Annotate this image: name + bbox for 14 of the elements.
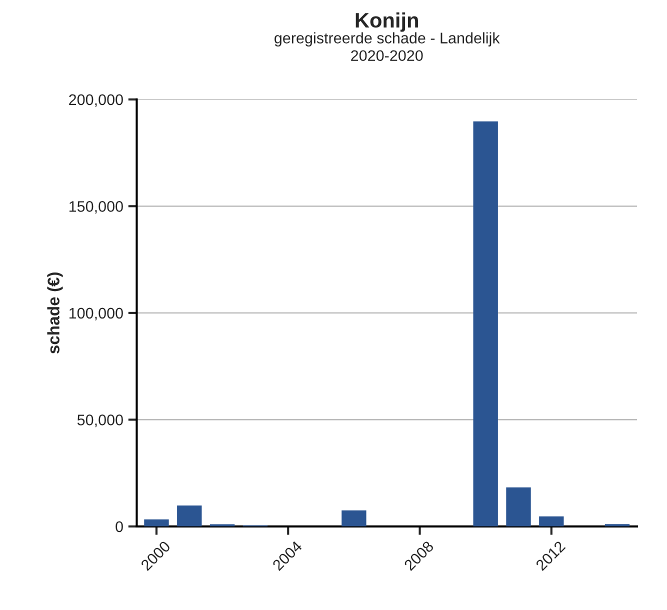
y-tick-label: 200,000 [69,94,123,107]
chart-subtitle: geregistreerde schade - Landelijk 2020-2020 [274,32,500,62]
y-tick-label: 0 [116,521,123,532]
chart-title: Konijn [356,12,418,32]
bar [177,506,202,526]
y-tick-label: 150,000 [69,201,123,214]
bar [144,519,169,526]
y-tick-label: 100,000 [69,308,123,320]
bar [539,516,564,526]
bar [342,510,366,526]
bar [473,121,498,526]
y-axis-title: schade (€) [47,272,63,354]
y-tick-label: 50,000 [77,414,123,428]
bar [506,487,531,526]
